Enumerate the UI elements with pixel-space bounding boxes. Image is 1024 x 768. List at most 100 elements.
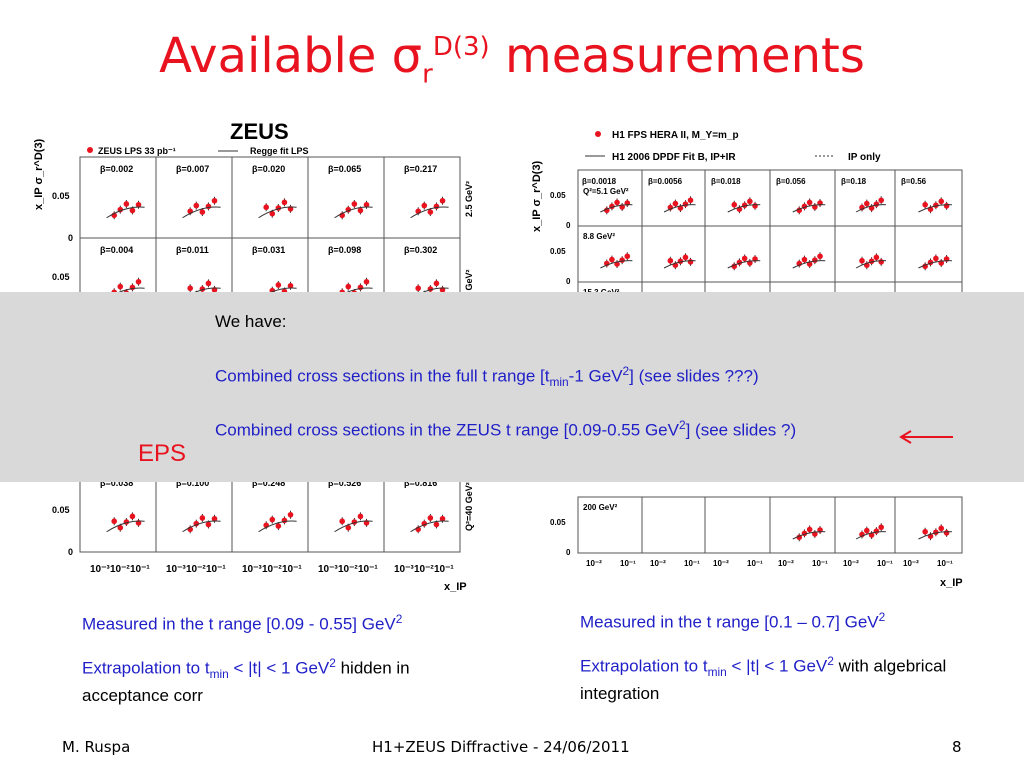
footer-page: 8: [952, 738, 962, 756]
fit-curve: [182, 206, 221, 219]
marker: [933, 255, 939, 262]
fit-curve: [410, 520, 449, 533]
panel: [834, 496, 896, 554]
y-tick-label: 0.05: [52, 272, 70, 282]
marker: [193, 202, 200, 209]
x-tick-label: 10⁻¹: [877, 559, 893, 568]
x-tick-label: 10⁻¹: [620, 559, 636, 568]
marker: [817, 253, 823, 260]
marker: [211, 197, 218, 204]
x-tick-label: 10⁻¹: [812, 559, 828, 568]
marker: [117, 283, 124, 290]
marker: [873, 528, 880, 534]
marker: [345, 524, 352, 531]
x-tick-label: 10⁻³: [394, 564, 414, 575]
marker: [806, 261, 813, 267]
marker: [281, 199, 288, 206]
panel-beta: β=0.011: [176, 245, 209, 255]
marker: [801, 256, 808, 263]
panel-q2: 200 GeV²: [583, 503, 618, 512]
marker: [269, 516, 276, 523]
marker: [619, 257, 625, 263]
panel-beta: β=0.038: [100, 478, 133, 488]
marker: [205, 521, 212, 528]
panel: [641, 225, 706, 283]
fit-curve: [727, 260, 761, 269]
marker: [363, 278, 370, 285]
text: ] (see slides ?): [685, 420, 797, 440]
text: < |t| < 1 GeV: [726, 656, 828, 676]
x-tick-label: 10⁻³: [242, 564, 262, 575]
marker: [943, 530, 950, 536]
panel-q2: Q²=40 GeV²: [464, 482, 474, 531]
fit-curve: [855, 531, 887, 540]
panel-beta: β=0.526: [328, 478, 361, 488]
marker: [943, 203, 950, 209]
x-tick-label: 10⁻²: [414, 564, 434, 575]
text: 2: [329, 655, 336, 670]
panel: [769, 496, 836, 554]
panel: [704, 225, 771, 283]
marker: [938, 198, 945, 205]
panel-beta: β=0.100: [176, 478, 209, 488]
arrow: [899, 430, 953, 444]
x-tick-label: 10⁻¹: [282, 564, 302, 575]
fit-curve: [918, 260, 952, 269]
legend-marker: [595, 131, 601, 137]
y-tick-label: 0: [566, 277, 571, 286]
fit-curve: [792, 260, 826, 269]
marker: [614, 261, 620, 267]
plots: ZEUS ZEUS LPS 33 pb⁻¹ Regge fit LPS x_IP σ_…: [33, 119, 963, 593]
slide-title: Available σrD(3) measurements: [0, 28, 1024, 90]
text: 2: [678, 418, 686, 432]
y-tick-label: 0: [566, 221, 571, 230]
x-tick-label: 10⁻²: [843, 559, 859, 568]
marker: [812, 257, 818, 263]
fit-curve: [918, 204, 952, 213]
panel-beta: β=0.0056: [648, 177, 683, 186]
text: Measured in the t range [0.09 - 0.55] Ge…: [82, 614, 396, 634]
x-tick-label: 10⁻²: [586, 559, 602, 568]
text: min: [707, 664, 727, 679]
text: Measured in the t range [0.1 – 0.7] GeV: [580, 612, 879, 632]
panel-beta: β=0.007: [176, 164, 209, 174]
marker: [351, 201, 358, 207]
text: Combined cross sections in the full t ra…: [215, 366, 550, 386]
y-tick-label: 0: [68, 233, 73, 243]
eps-label: EPS: [138, 440, 187, 467]
title-sup: D(3): [432, 32, 490, 62]
x-tick-label: 10⁻²: [262, 564, 282, 575]
left-notes: Measured in the t range [0.09 - 0.55] Ge…: [82, 608, 492, 707]
text: ] (see slides ???): [629, 366, 759, 386]
panel-beta: β=0.18: [841, 177, 867, 186]
fit-curve: [727, 204, 761, 213]
x-tick-label: 10⁻²: [903, 559, 919, 568]
x-tick-label: 10⁻¹: [130, 564, 150, 575]
overlay-line: Combined cross sections in the full t ra…: [215, 364, 759, 389]
legend-text: IP only: [848, 152, 881, 163]
marker: [682, 201, 689, 207]
marker: [427, 209, 434, 215]
marker: [873, 254, 880, 261]
fit-curve: [600, 204, 633, 213]
panel-q2: 9 GeV²: [464, 269, 474, 298]
marker: [135, 201, 142, 208]
marker: [687, 197, 694, 204]
panel-beta: β=0.031: [252, 245, 285, 255]
x-axis-label: x_IP: [940, 577, 963, 589]
panel: [641, 496, 706, 554]
marker: [609, 256, 615, 263]
marker: [433, 280, 440, 287]
text: Combined cross sections in the ZEUS t ra…: [215, 420, 679, 440]
text: 2: [827, 653, 834, 668]
marker: [614, 199, 620, 206]
y-axis-label: x_IP σ_r^D(3): [531, 160, 543, 232]
text: -1 GeV: [568, 366, 623, 386]
fit-curve: [663, 204, 696, 213]
x-tick-label: 10⁻¹: [434, 564, 454, 575]
marker: [752, 203, 758, 209]
marker: [211, 515, 218, 522]
panel: [769, 225, 836, 283]
marker: [357, 207, 364, 214]
